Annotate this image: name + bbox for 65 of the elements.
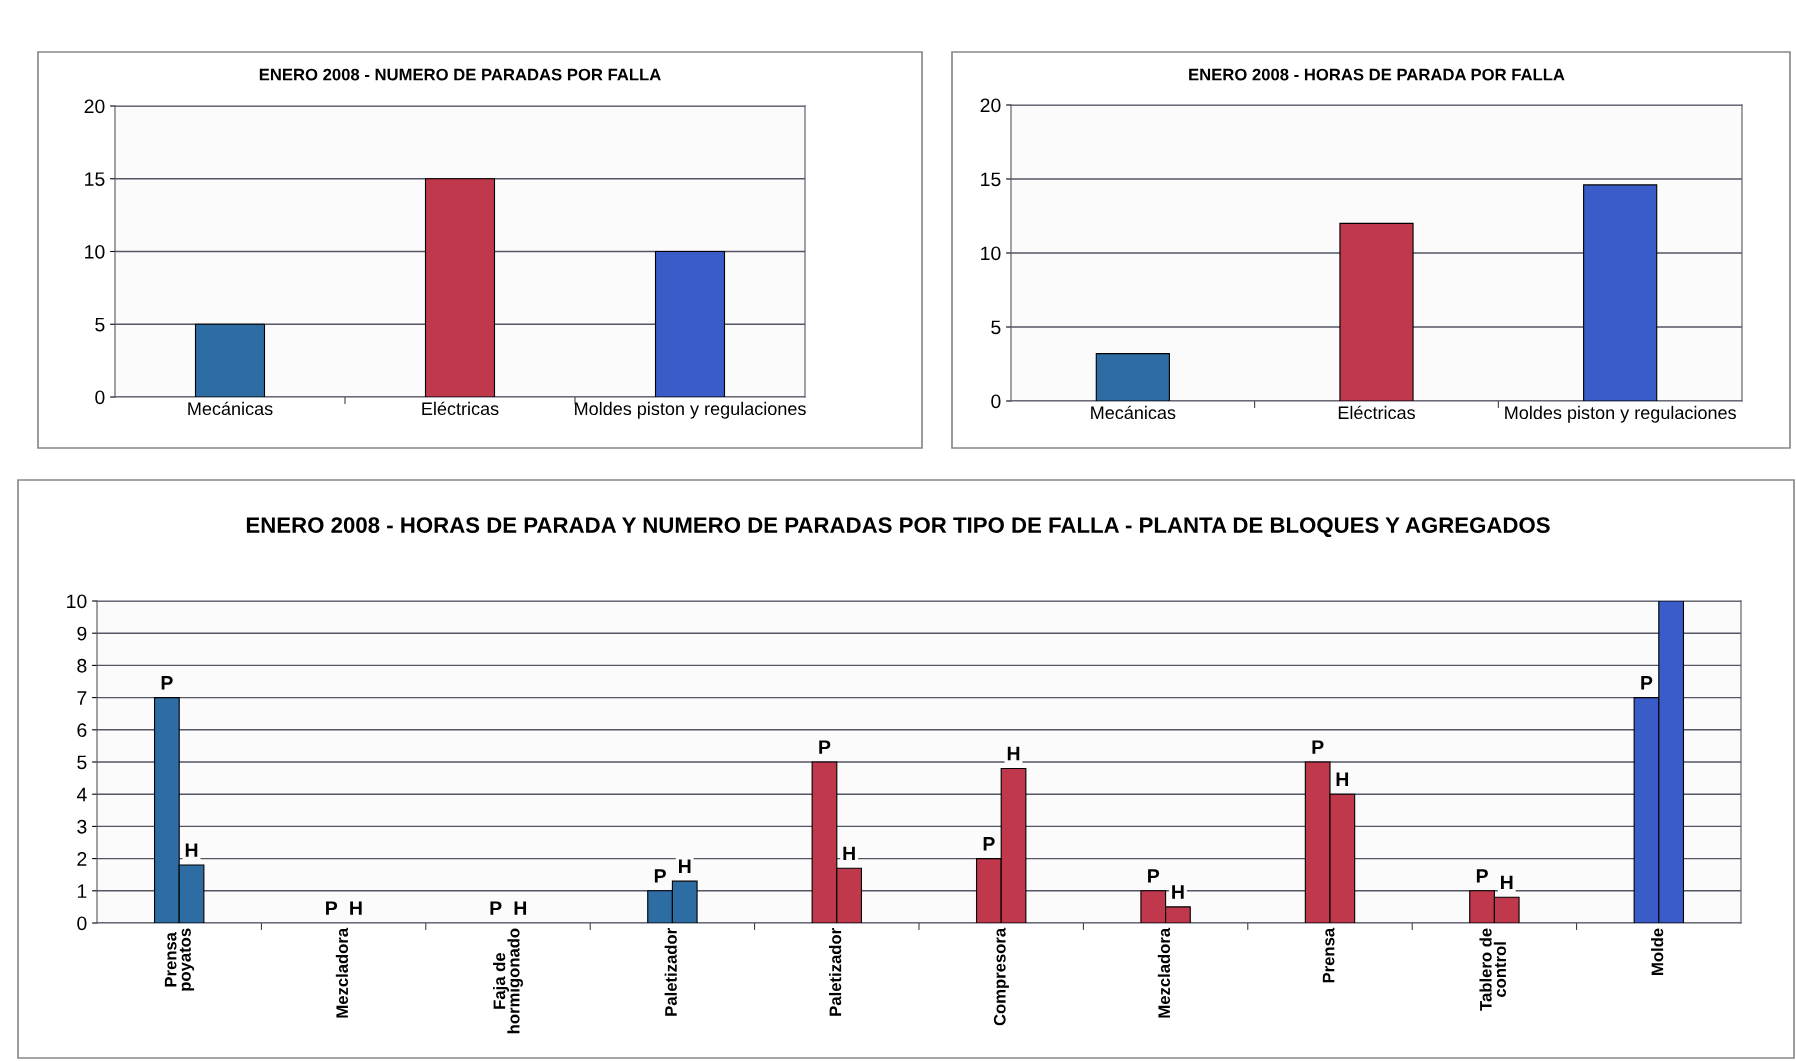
bar (1095, 353, 1170, 401)
chart-title: ENERO 2008 - NUMERO DE PARADAS POR FALLA (259, 68, 661, 81)
text: H (679, 859, 691, 873)
bar (1339, 222, 1414, 401)
y-tick-label: 6 (77, 723, 87, 738)
text: P (819, 740, 831, 754)
x-tick-label: Molde (1651, 928, 1664, 975)
text: P (161, 676, 173, 690)
chart-title: ENERO 2008 - HORAS DE PARADA POR FALLA (1189, 68, 1565, 81)
y-tick-label: 10 (85, 244, 105, 259)
y-tick-label: 2 (77, 852, 87, 866)
bar (194, 323, 266, 397)
x-tick-label: Prensa (1322, 927, 1335, 983)
bar (424, 178, 496, 397)
text: P (983, 837, 995, 851)
y-tick-label: 0 (95, 390, 105, 405)
x-tick-label: Paletizador (829, 928, 842, 1016)
text: P (1641, 676, 1653, 690)
y-tick-label: 5 (77, 755, 87, 770)
x-tick-label: Prensa poyatos (164, 928, 195, 991)
y-tick-label: 5 (95, 317, 105, 332)
y-tick-label: 0 (991, 394, 1001, 409)
y-tick-label: 10 (67, 594, 87, 609)
y-tick-label: 3 (77, 819, 87, 834)
x-tick-label: Moldes piston y regulaciones (1505, 405, 1736, 423)
series-label: P (654, 869, 666, 883)
x-tick-label: Mezcladora (1157, 927, 1171, 1018)
text: H (1172, 885, 1184, 899)
x-tick-label: Mecánicas (188, 401, 273, 416)
series-label: H (185, 843, 198, 857)
text: H (843, 846, 855, 861)
text: H (514, 901, 527, 915)
y-tick-label: 5 (991, 320, 1001, 335)
y-tick-label: 7 (77, 691, 87, 705)
y-tick-label: 20 (84, 99, 105, 114)
y-tick-label: 4 (76, 787, 87, 802)
x-tick-label: Faja de hormigonado (493, 928, 523, 1034)
y-tick-label: 0 (77, 916, 87, 931)
x-tick-label: Mecánicas (1091, 405, 1176, 420)
text: H (1336, 772, 1349, 786)
x-tick-label: Paletizador (664, 928, 677, 1016)
text: P (1476, 869, 1488, 883)
text: P (1148, 869, 1160, 883)
y-tick-label: 1 (77, 884, 87, 898)
text: P (1312, 740, 1324, 754)
text: H (350, 901, 362, 915)
y-tick-label: 15 (981, 172, 1001, 187)
y-tick-label: 10 (981, 246, 1001, 261)
y-tick-label: 20 (980, 98, 1001, 113)
chart-title: ENERO 2008 - HORAS DE PARADA Y NUMERO DE PARADAS POR TIPO DE FALLA - PLANTA DE BLOQUES Y AGREGADOS (246, 517, 1550, 538)
text: H (1501, 875, 1513, 890)
y-tick-label: 9 (77, 626, 87, 641)
y-tick-label: 8 (77, 658, 87, 673)
text: P (490, 901, 502, 915)
text: H (1007, 746, 1020, 761)
x-tick-label: Compresora (993, 927, 1009, 1026)
text: P (326, 901, 338, 915)
x-tick-label: Eléctricas (1338, 405, 1415, 420)
x-tick-label: Eléctricas (422, 401, 499, 416)
x-tick-label: Moldes piston y regulaciones (575, 401, 806, 419)
x-tick-label: Mezcladora (335, 927, 349, 1018)
bar (654, 250, 726, 397)
x-tick-label: Tablero de control (1479, 928, 1507, 1011)
bar (1583, 184, 1658, 401)
y-tick-label: 15 (85, 172, 105, 186)
